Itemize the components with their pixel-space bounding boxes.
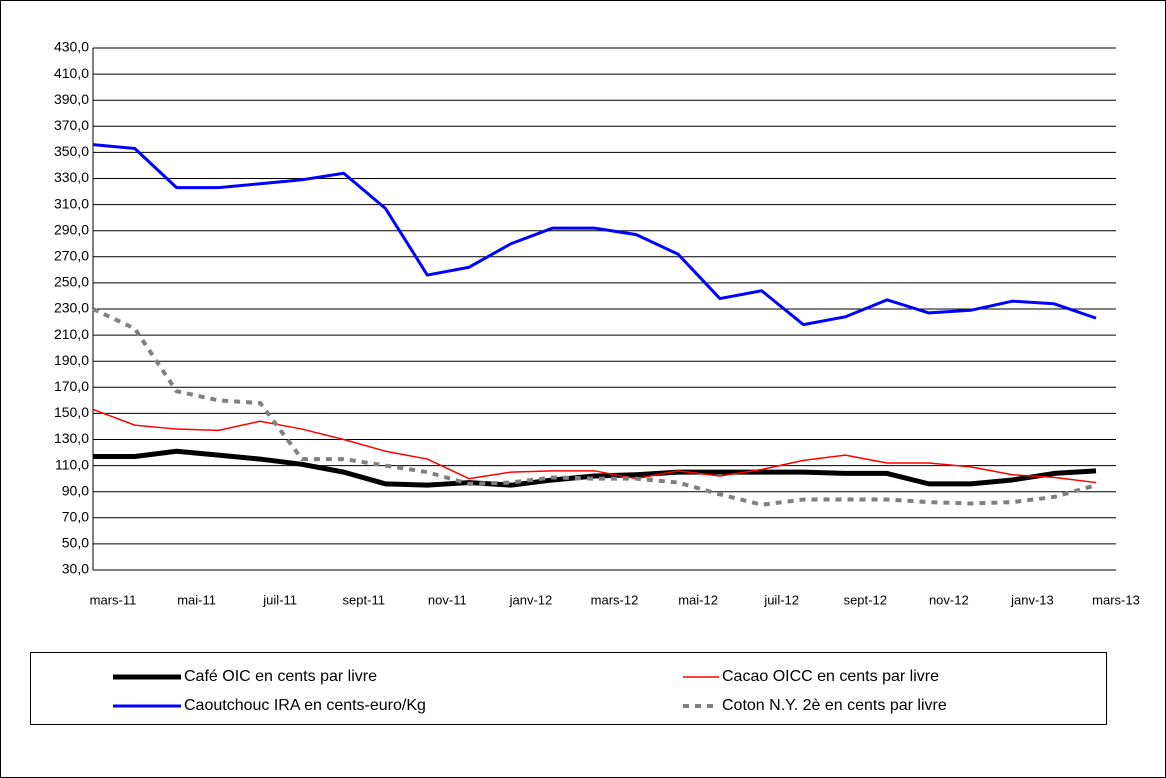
y-tick-label: 310,0 xyxy=(54,195,89,211)
legend-box xyxy=(30,652,1107,725)
y-tick-label: 290,0 xyxy=(54,221,89,237)
x-tick-label: nov-11 xyxy=(428,592,467,607)
y-tick-label: 270,0 xyxy=(54,248,89,264)
x-tick-label: mars-13 xyxy=(1092,592,1140,607)
x-tick-label: sept-11 xyxy=(343,592,385,607)
x-tick-label: mai-12 xyxy=(678,592,718,607)
y-tick-label: 170,0 xyxy=(54,378,89,394)
x-tick-label: mars-12 xyxy=(591,592,639,607)
x-tick-label: sept-12 xyxy=(844,592,887,607)
series-line xyxy=(92,143,1097,327)
legend-label: Café OIC en cents par livre xyxy=(184,668,377,685)
y-tick-label: 330,0 xyxy=(54,169,89,185)
series-line xyxy=(92,307,1097,507)
y-tick-label: 150,0 xyxy=(54,404,89,420)
y-tick-label: 90,0 xyxy=(62,482,89,498)
y-tick-label: 110,0 xyxy=(55,456,89,472)
y-tick-label: 50,0 xyxy=(62,535,89,551)
y-tick-label: 390,0 xyxy=(54,91,89,107)
y-tick-label: 70,0 xyxy=(62,509,89,525)
legend-label: Coton N.Y. 2è en cents par livre xyxy=(722,697,947,714)
y-tick-label: 30,0 xyxy=(62,561,89,577)
y-tick-label: 350,0 xyxy=(54,143,89,159)
y-tick-label: 190,0 xyxy=(54,352,89,368)
legend-label: Cacao OICC en cents par livre xyxy=(722,668,939,685)
x-tick-label: mars-11 xyxy=(90,592,137,607)
x-tick-label: janv-12 xyxy=(509,592,553,607)
x-tick-label: juil-11 xyxy=(262,592,297,607)
y-tick-label: 130,0 xyxy=(54,430,89,446)
y-tick-label: 370,0 xyxy=(54,117,89,133)
legend-label: Caoutchouc IRA en cents-euro/Kg xyxy=(184,697,426,714)
x-tick-label: janv-13 xyxy=(1010,592,1054,607)
x-tick-label: nov-12 xyxy=(929,592,969,607)
x-tick-label: mai-11 xyxy=(177,592,216,607)
y-tick-label: 230,0 xyxy=(54,300,89,316)
y-tick-label: 410,0 xyxy=(54,65,89,81)
series-line xyxy=(93,448,1097,488)
y-tick-label: 210,0 xyxy=(54,326,89,342)
x-tick-label: juil-12 xyxy=(763,592,799,607)
y-tick-label: 430,0 xyxy=(54,39,89,55)
y-tick-label: 250,0 xyxy=(54,274,89,290)
series-line xyxy=(92,408,1097,484)
